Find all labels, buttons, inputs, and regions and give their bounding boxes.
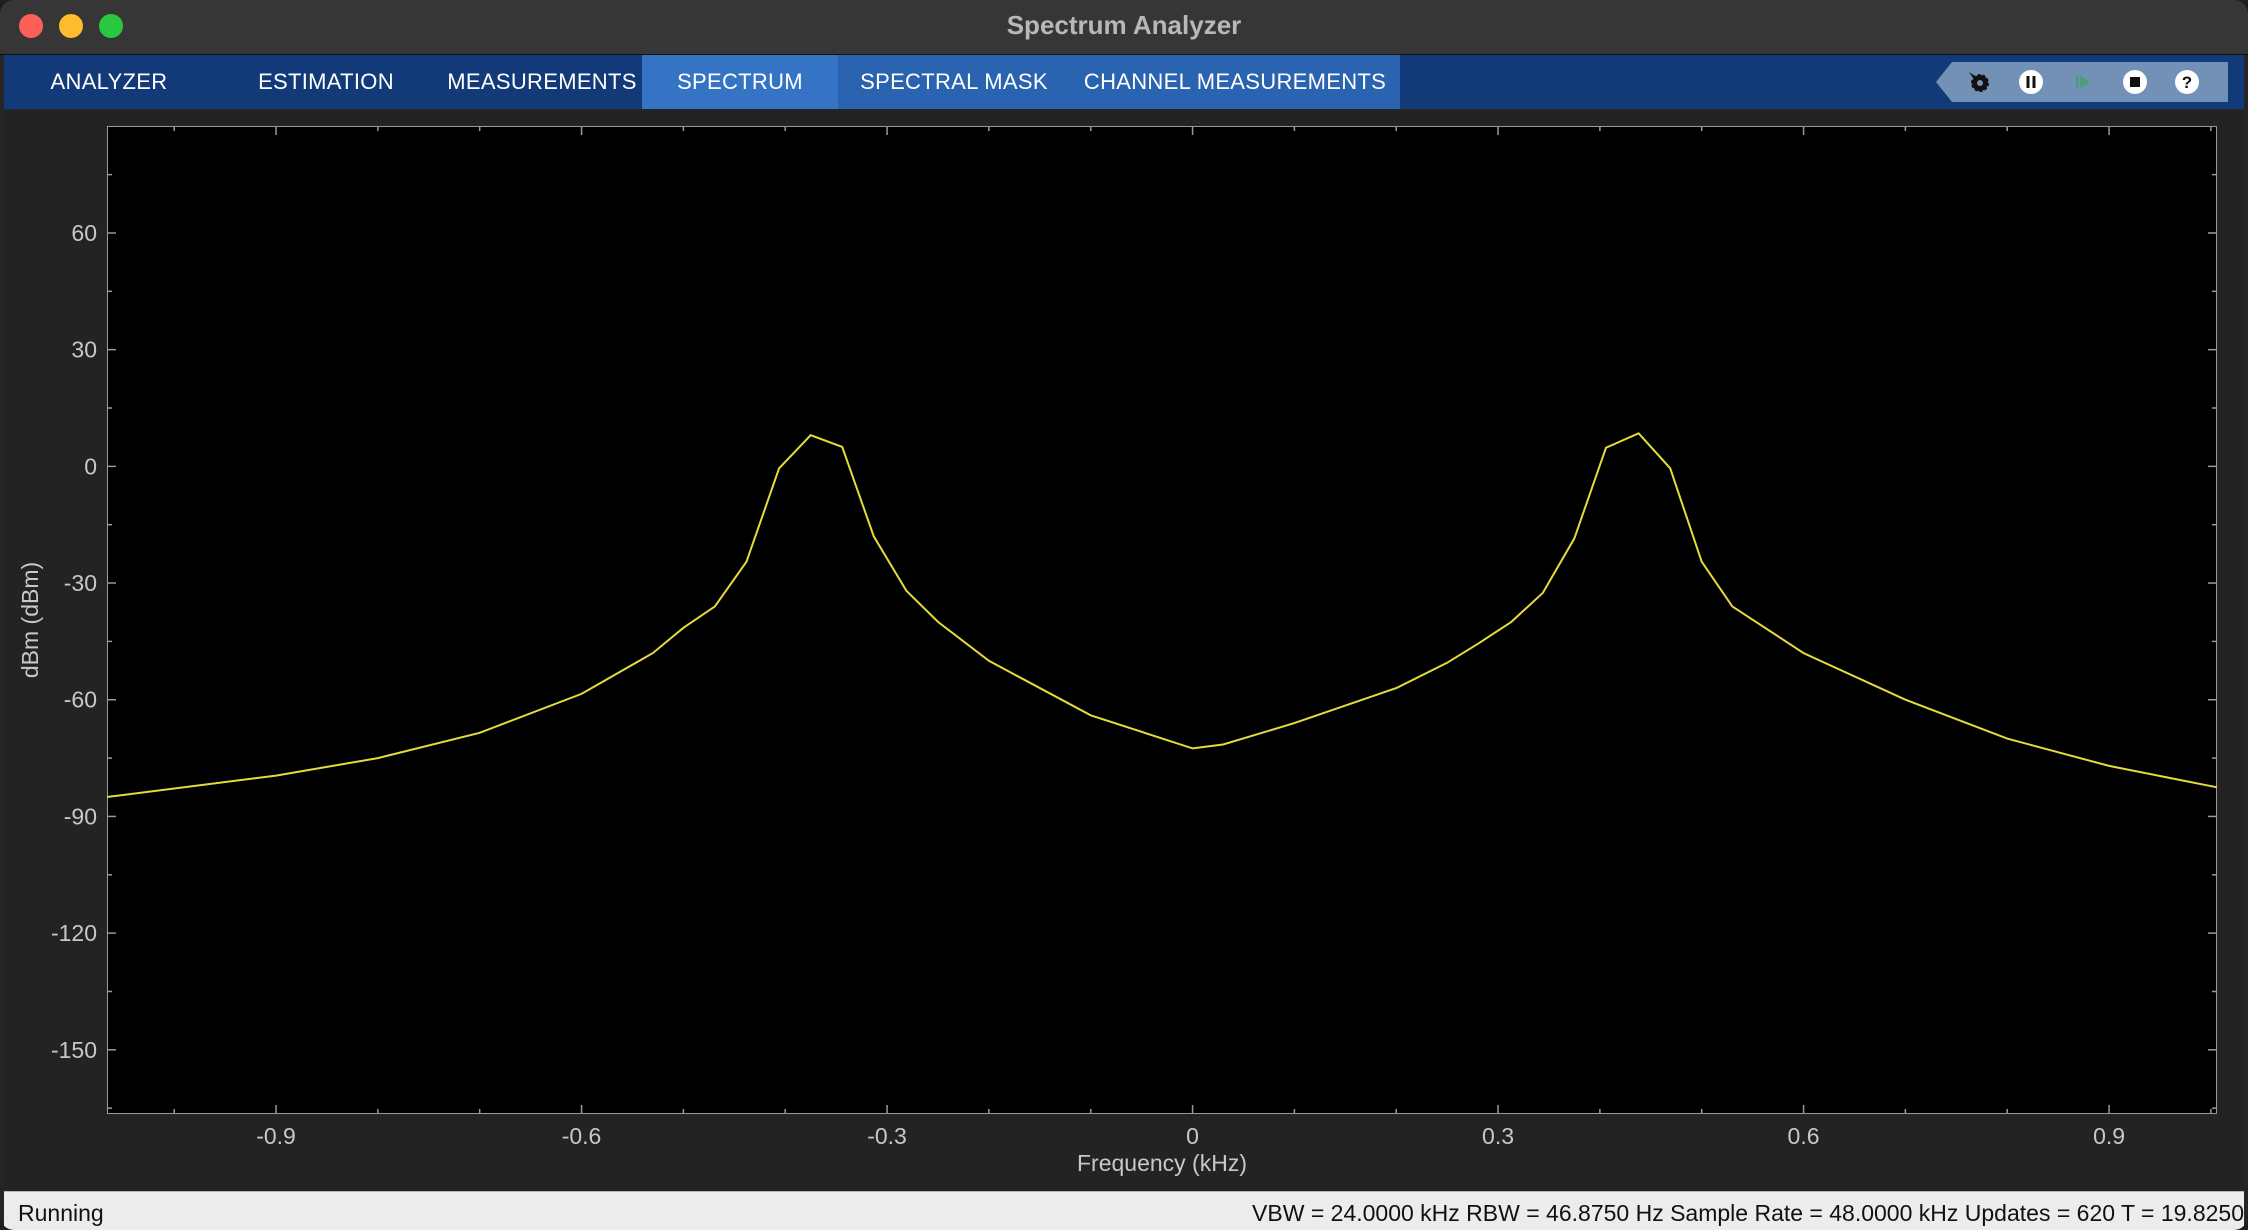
- tab-spectrum[interactable]: SPECTRUM: [642, 55, 838, 109]
- help-icon[interactable]: ?: [2174, 69, 2200, 95]
- close-window-button[interactable]: [19, 14, 43, 38]
- spectrum-axes[interactable]: [107, 126, 2217, 1114]
- svg-text:?: ?: [2182, 73, 2192, 92]
- stop-icon[interactable]: [2122, 69, 2148, 95]
- toolstrip-tabs: ANALYZER ESTIMATION MEASUREMENTS SPECTRU…: [4, 55, 2244, 109]
- status-bar: Running VBW = 24.0000 kHz RBW = 46.8750 …: [4, 1191, 2244, 1230]
- minimize-window-button[interactable]: [59, 14, 83, 38]
- pause-icon[interactable]: [2018, 69, 2044, 95]
- settings-gear-icon[interactable]: [1966, 69, 1992, 95]
- measurement-info: VBW = 24.0000 kHz RBW = 46.8750 Hz Sampl…: [1252, 1200, 2244, 1226]
- step-forward-icon[interactable]: [2070, 69, 2096, 95]
- tab-measurements[interactable]: MEASUREMENTS: [447, 69, 637, 94]
- run-controls: ?: [1936, 62, 2228, 102]
- tab-spectral-mask[interactable]: SPECTRAL MASK: [838, 55, 1070, 109]
- title-bar[interactable]: Spectrum Analyzer: [0, 0, 2248, 55]
- tab-analyzer[interactable]: ANALYZER: [50, 69, 168, 94]
- tab-estimation[interactable]: ESTIMATION: [258, 69, 394, 94]
- zoom-window-button[interactable]: [99, 14, 123, 38]
- tab-channel-measurements[interactable]: CHANNEL MEASUREMENTS: [1070, 55, 1400, 109]
- run-status: Running: [18, 1200, 104, 1226]
- window-title: Spectrum Analyzer: [1006, 10, 1242, 40]
